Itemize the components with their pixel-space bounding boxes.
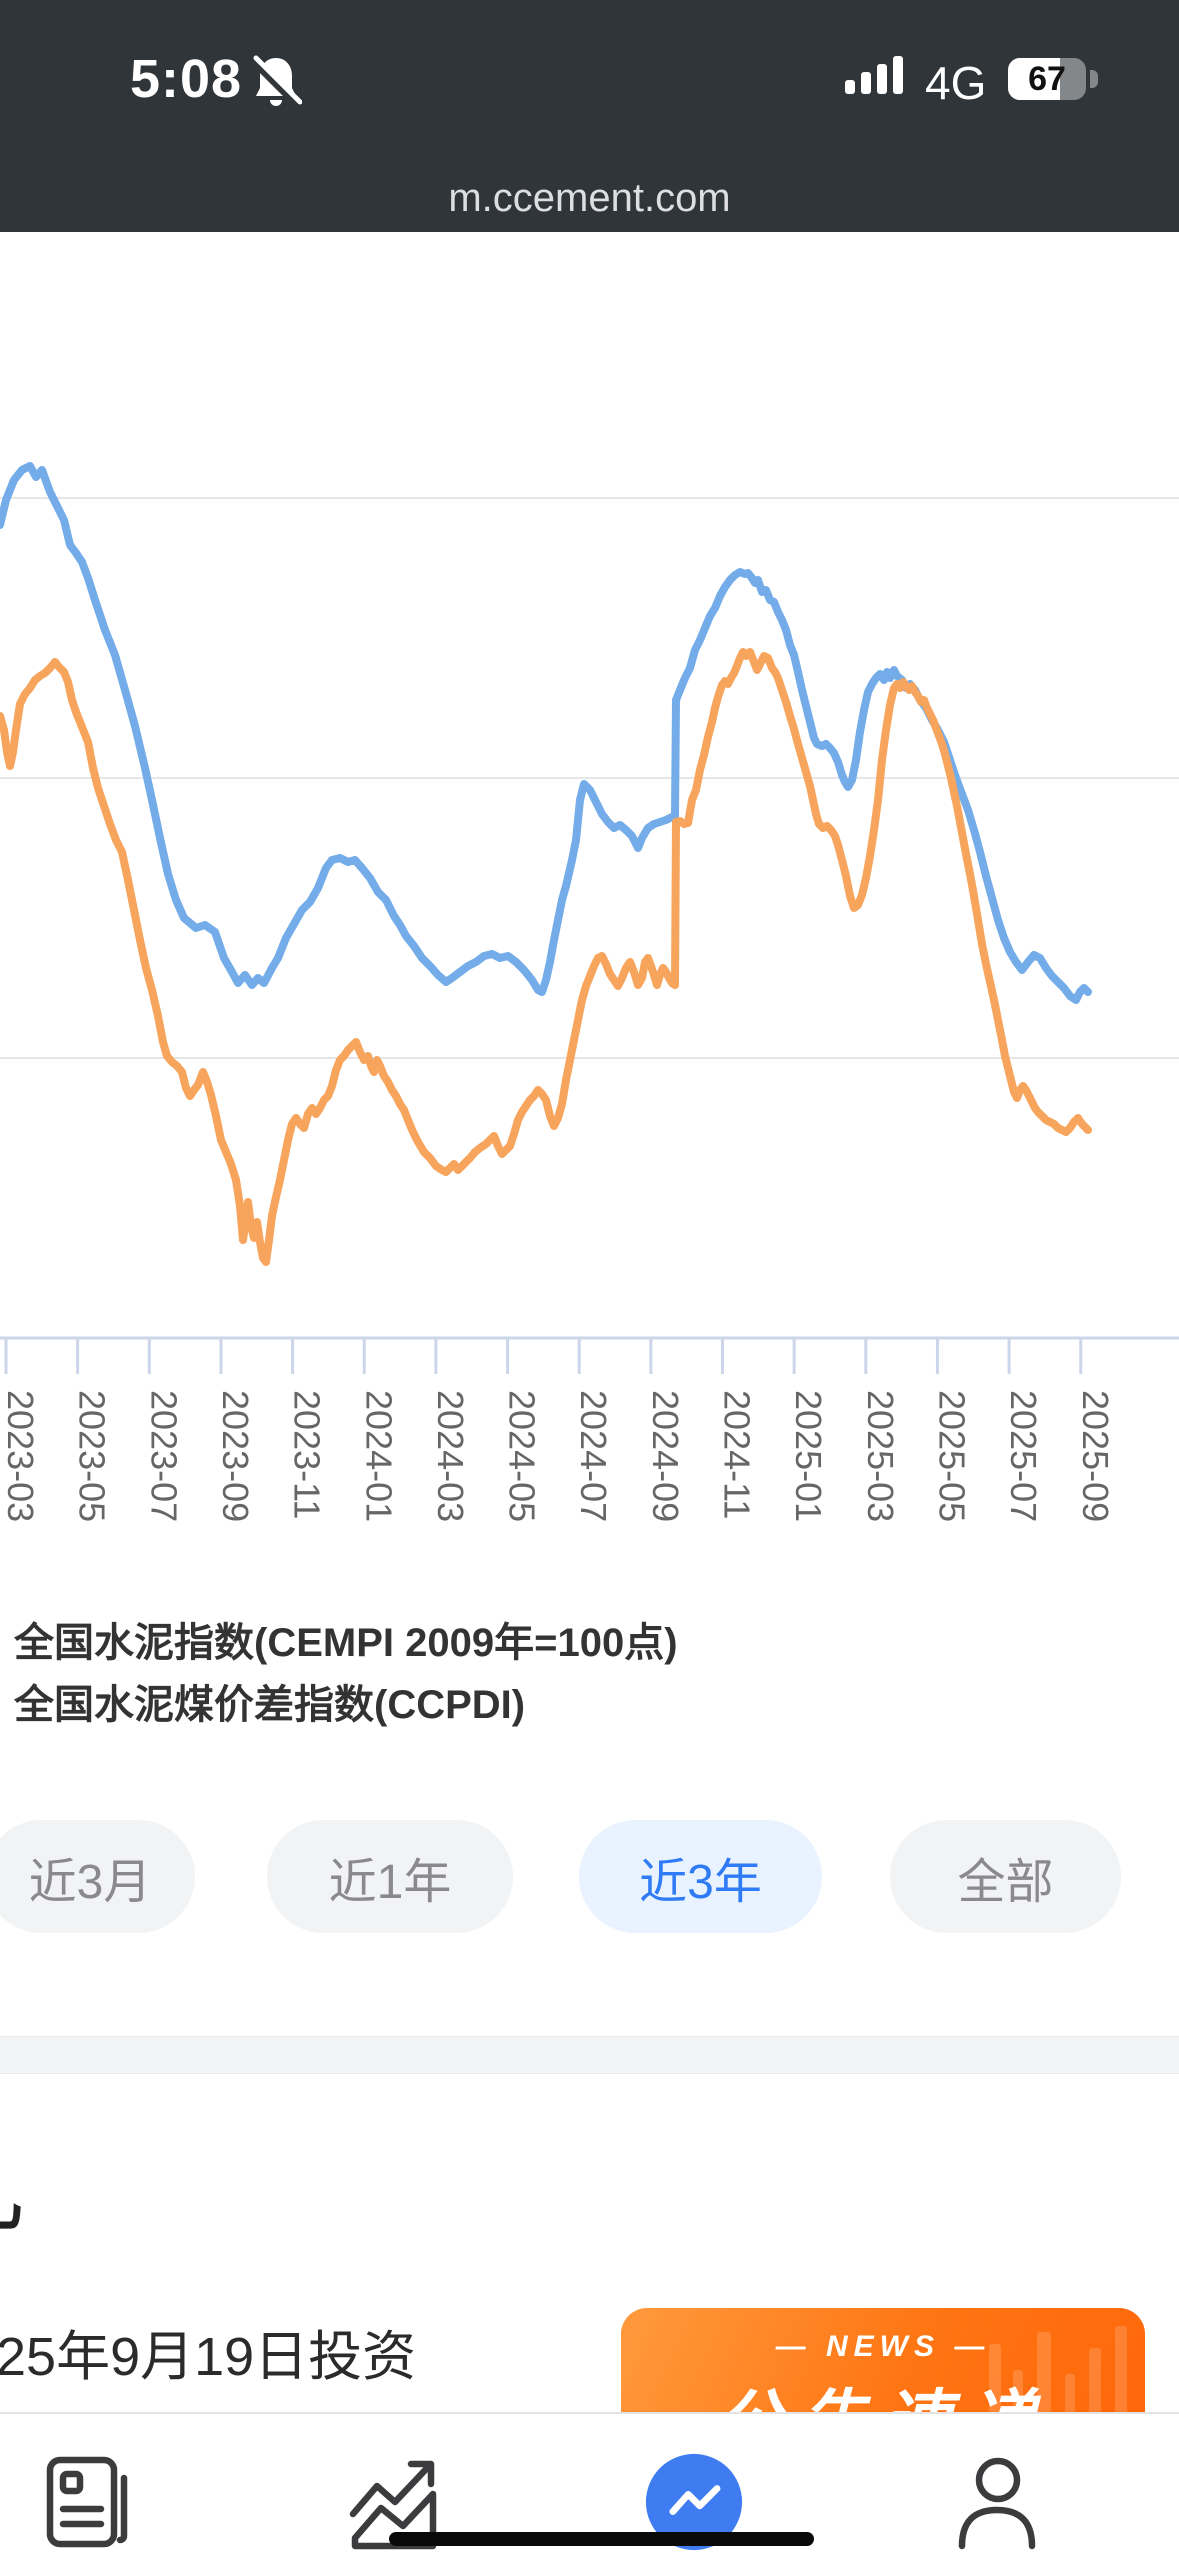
trend-chart-icon (349, 2460, 437, 2550)
status-time: 5:08 (130, 49, 243, 109)
user-icon (958, 2457, 1036, 2550)
range-button-row: 近3月 近1年 近3年 全部 (0, 1820, 1179, 1933)
x-axis-label: 2024-07 (573, 1390, 614, 1522)
x-axis-label: 2023-03 (0, 1390, 41, 1522)
legend-ccpdi[interactable]: 全国水泥煤价差指数(CCPDI) (14, 1683, 526, 1727)
x-axis-label: 2025-07 (1003, 1390, 1044, 1522)
bell-slash-icon (250, 54, 303, 110)
chart-legend: 全国水泥指数(CEMPI 2009年=100点) 全国水泥煤价差指数(CCPDI… (14, 1612, 678, 1736)
network-type: 4G (925, 57, 987, 109)
candlestick-decor (989, 2344, 1001, 2416)
x-axis-label: 2024-05 (502, 1390, 543, 1522)
ccpdi-line (0, 648, 1092, 1266)
news-headline-link[interactable]: 25年9月19日投资 (0, 2327, 417, 2387)
clipped-heading-glyph: 几 (0, 2143, 24, 2239)
range-button-2[interactable]: 近3年 (579, 1820, 822, 1933)
status-url-header: 5:08 4G 67 m.ccement.com (0, 0, 1179, 232)
x-axis-label: 2023-05 (72, 1390, 113, 1522)
range-button-3[interactable]: 全部 (890, 1820, 1121, 1933)
candlestick-decor (1065, 2374, 1075, 2436)
x-axis-label: 2025-05 (931, 1390, 972, 1522)
x-axis-label: 2024-01 (358, 1390, 399, 1522)
x-axis-label: 2025-03 (860, 1390, 901, 1522)
candlestick-decor (1013, 2370, 1023, 2448)
status-bar: 5:08 4G 67 (0, 48, 1179, 128)
range-button-1[interactable]: 近1年 (267, 1820, 513, 1933)
signal-bars-icon (845, 48, 909, 120)
battery-percent: 67 (1028, 59, 1066, 98)
x-axis-label: 2024-09 (645, 1390, 686, 1522)
home-indicator-handle[interactable] (389, 2532, 814, 2546)
x-axis-label: 2023-11 (287, 1390, 328, 1519)
range-button-0[interactable]: 近3月 (0, 1820, 195, 1933)
legend-cempi[interactable]: 全国水泥指数(CEMPI 2009年=100点) (14, 1621, 678, 1665)
section-divider (0, 2036, 1179, 2074)
tab-index-active[interactable] (639, 2450, 749, 2554)
x-axis-label: 2024-03 (430, 1390, 471, 1522)
line-chart-icon (645, 2453, 743, 2551)
address-bar[interactable]: m.ccement.com (448, 176, 731, 220)
x-axis-label: 2023-09 (215, 1390, 256, 1522)
tab-news[interactable] (33, 2450, 143, 2554)
tab-market-trend[interactable] (340, 2450, 450, 2554)
battery-fill (1008, 58, 1061, 100)
index-line-chart[interactable]: 2023-03 2023-05 2023-07 2023-09 2023-11 2024-… (0, 0, 1179, 1580)
x-axis-label: 2025-09 (1075, 1390, 1116, 1522)
x-axis-label: 2025-01 (788, 1390, 829, 1522)
news-icon (46, 2456, 128, 2548)
x-axis-label: 2023-07 (143, 1390, 184, 1522)
battery-indicator: 67 (1008, 58, 1086, 100)
tab-profile[interactable] (941, 2450, 1051, 2554)
news-badge: — NEWS — (775, 2330, 991, 2363)
cempi-line (0, 462, 1092, 1004)
x-axis-label: 2024-11 (717, 1390, 758, 1519)
battery-nub (1090, 70, 1098, 88)
candlestick-decor (1037, 2332, 1051, 2430)
